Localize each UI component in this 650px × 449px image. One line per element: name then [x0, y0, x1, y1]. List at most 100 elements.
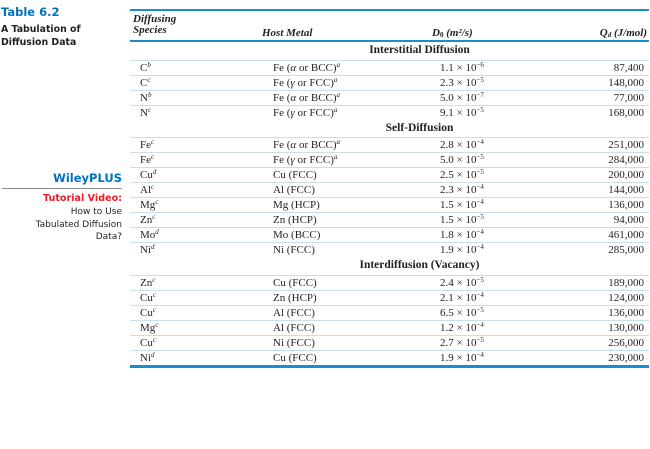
table-row: Nid Cu (FCC) 1.9 × 10−4 230,000: [130, 349, 649, 365]
qd-cell: 144,000: [608, 184, 644, 196]
d0-cell: 1.9 × 10−4: [440, 243, 484, 257]
section-heading: Interstitial Diffusion: [369, 44, 470, 56]
d0-cell: 6.5 × 10−5: [440, 305, 484, 319]
table-row: Mgc Al (FCC) 1.2 × 10−4 130,000: [130, 319, 649, 335]
table-row: Cuc Al (FCC) 6.5 × 10−5 136,000: [130, 304, 649, 320]
qd-cell: 77,000: [613, 91, 644, 104]
d0-cell: 2.7 × 10−5: [440, 335, 484, 349]
species-cell: Nb: [140, 90, 152, 104]
d0-cell: 2.3 × 10−4: [440, 183, 484, 197]
host-metal-cell: Cu (FCC): [273, 351, 317, 364]
qd-cell: 136,000: [608, 199, 644, 211]
host-metal-cell: Cu (FCC): [273, 276, 317, 289]
header-host-metal: Host Metal: [262, 27, 313, 39]
table-row: Mgc Mg (HCP) 1.5 × 10−4 136,000: [130, 197, 649, 212]
species-cell: Cuc: [140, 290, 156, 304]
species-cell: Fec: [140, 153, 155, 167]
table-bottom-rule: [130, 364, 649, 368]
table-header-rule: [130, 40, 649, 42]
qd-cell: 200,000: [608, 169, 644, 181]
species-cell: Mgc: [140, 320, 159, 334]
d0-cell: 5.0 × 10−7: [440, 90, 484, 104]
table-row: Nid Ni (FCC) 1.9 × 10−4 285,000: [130, 242, 649, 257]
host-metal-cell: Zn (HCP): [273, 214, 317, 226]
qd-cell: 136,000: [608, 306, 644, 319]
d0-cell: 1.2 × 10−4: [440, 320, 484, 334]
table-header-row: Diffusing Species Host Metal D0 (m²/s) Q…: [130, 11, 649, 40]
species-cell: Cb: [140, 60, 151, 74]
species-cell: Cc: [140, 75, 151, 89]
species-cell: Nid: [140, 243, 155, 257]
host-metal-cell: Al (FCC): [273, 184, 315, 196]
species-cell: Cuc: [140, 335, 156, 349]
host-metal-cell: Fe (γ or FCC)a: [273, 153, 338, 167]
table-row: Nb Fe (α or BCC)a 5.0 × 10−7 77,000: [130, 89, 649, 105]
d0-cell: 2.4 × 10−5: [440, 275, 484, 289]
species-cell: Nid: [140, 350, 155, 364]
tutorial-line: How to Use: [70, 207, 122, 217]
table-body: Interstitial Diffusion Cb Fe (α or BCC)a 1.…: [130, 42, 649, 365]
host-metal-cell: Fe (α or BCC)a: [273, 90, 341, 104]
d0-cell: 1.9 × 10−4: [440, 350, 484, 364]
table-row: Cb Fe (α or BCC)a 1.1 × 10−6 87,400: [130, 59, 649, 75]
species-cell: Znc: [140, 275, 156, 289]
table-row: Cud Cu (FCC) 2.5 × 10−5 200,000: [130, 167, 649, 182]
table-row: Fec Fe (α or BCC)a 2.8 × 10−4 251,000: [130, 137, 649, 152]
diffusion-data-table: Diffusing Species Host Metal D0 (m²/s) Q…: [130, 9, 649, 368]
table-top-rule: [130, 9, 649, 11]
d0-cell: 9.1 × 10−5: [440, 105, 484, 119]
qd-cell: 461,000: [608, 229, 644, 241]
host-metal-cell: Cu (FCC): [273, 169, 317, 181]
section-heading: Self-Diffusion: [385, 121, 454, 134]
d0-cell: 1.5 × 10−5: [440, 213, 484, 227]
tutorial-video-title[interactable]: How to Use Tabulated Diffusion Data?: [0, 206, 122, 244]
tutorial-line: Data?: [95, 232, 122, 242]
d0-cell: 2.5 × 10−5: [440, 168, 484, 182]
table-row: Znc Zn (HCP) 1.5 × 10−5 94,000: [130, 212, 649, 227]
host-metal-cell: Mo (BCC): [273, 229, 321, 241]
d0-cell: 1.1 × 10−6: [440, 60, 484, 74]
table-row: Alc Al (FCC) 2.3 × 10−4 144,000: [130, 182, 649, 197]
table-row: Cc Fe (γ or FCC)a 2.3 × 10−5 148,000: [130, 74, 649, 90]
table-number-label: Table 6.2: [1, 5, 60, 19]
species-cell: Nc: [140, 105, 152, 119]
qd-cell: 284,000: [608, 154, 644, 166]
qd-cell: 124,000: [608, 291, 644, 304]
species-cell: Fec: [140, 138, 155, 152]
table-row: Cuc Zn (HCP) 2.1 × 10−4 124,000: [130, 289, 649, 305]
qd-cell: 87,400: [613, 61, 644, 74]
qd-cell: 94,000: [613, 214, 644, 226]
qd-cell: 230,000: [608, 351, 644, 364]
species-cell: Cuc: [140, 305, 156, 319]
wileyplus-label[interactable]: WileyPLUS: [53, 171, 122, 185]
qd-cell: 168,000: [608, 106, 644, 119]
qd-cell: 148,000: [608, 76, 644, 89]
species-cell: Znc: [140, 213, 156, 227]
table-row: Cuc Ni (FCC) 2.7 × 10−5 256,000: [130, 334, 649, 350]
d0-cell: 2.3 × 10−5: [440, 75, 484, 89]
table-row: Znc Cu (FCC) 2.4 × 10−5 189,000: [130, 274, 649, 290]
table-row: Fec Fe (γ or FCC)a 5.0 × 10−5 284,000: [130, 152, 649, 167]
wileyplus-divider: [2, 188, 122, 189]
header-diffusing-species: Diffusing Species: [133, 13, 177, 36]
host-metal-cell: Fe (γ or FCC)a: [273, 105, 338, 119]
section-heading: Interdiffusion (Vacancy): [359, 259, 480, 271]
host-metal-cell: Fe (γ or FCC)a: [273, 75, 338, 89]
species-cell: Mod: [140, 228, 159, 242]
qd-cell: 189,000: [608, 276, 644, 289]
tutorial-line: Tabulated Diffusion: [35, 219, 122, 230]
header-qd: Qd (J/mol): [599, 27, 647, 39]
species-cell: Mgc: [140, 198, 159, 212]
species-cell: Alc: [140, 183, 155, 197]
table-caption: A Tabulation of Diffusion Data: [1, 24, 81, 48]
species-cell: Cud: [140, 168, 157, 182]
host-metal-cell: Fe (α or BCC)a: [273, 138, 341, 152]
host-metal-cell: Zn (HCP): [273, 291, 317, 304]
host-metal-cell: Ni (FCC): [273, 244, 315, 256]
qd-cell: 251,000: [608, 139, 644, 151]
tutorial-video-label[interactable]: Tutorial Video:: [43, 193, 122, 204]
host-metal-cell: Al (FCC): [273, 306, 315, 319]
table-row: Mod Mo (BCC) 1.8 × 10−4 461,000: [130, 227, 649, 242]
host-metal-cell: Al (FCC): [273, 321, 315, 334]
host-metal-cell: Fe (α or BCC)a: [273, 60, 341, 74]
